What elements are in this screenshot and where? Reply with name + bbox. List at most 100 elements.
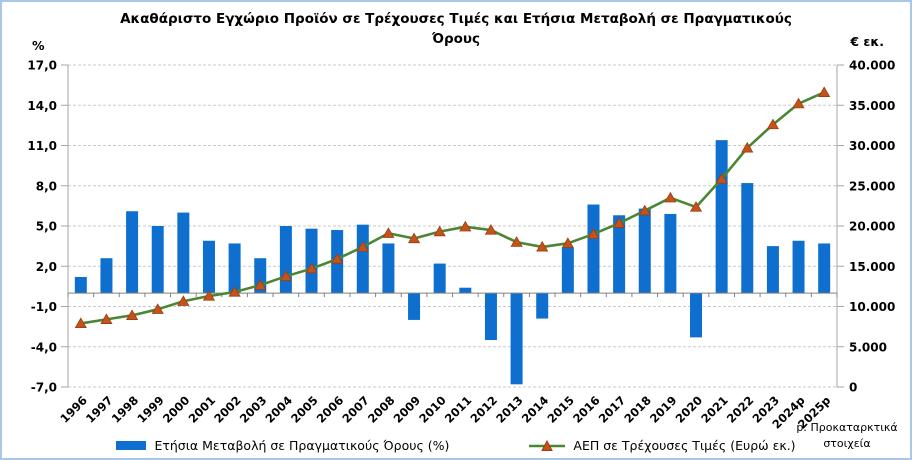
gdp-marker-2019 [664, 191, 677, 203]
left-axis-tick-label: 17,0 [27, 59, 57, 73]
gdp-marker-2018 [638, 204, 651, 216]
left-axis-tick-label: -4,0 [31, 340, 57, 354]
x-axis-label-2012: 2012 [468, 393, 501, 426]
gdp-marker-1996 [74, 317, 87, 329]
bar-2018 [638, 208, 651, 294]
bar-1996 [74, 276, 87, 294]
footnote-line1: p: Προκαταρκτικά [796, 421, 898, 435]
bar-2009 [408, 293, 421, 320]
x-axis-label-2006: 2006 [314, 393, 347, 426]
right-axis-tick-label: 40.000 [849, 59, 895, 73]
x-axis-label-2019: 2019 [647, 393, 680, 426]
gdp-marker-2005 [305, 262, 318, 274]
bar-2019 [664, 213, 677, 294]
gdp-marker-2013 [510, 236, 523, 247]
gdp-marker-2011 [459, 220, 472, 232]
bar-2000 [177, 212, 190, 294]
x-axis-label-2017: 2017 [596, 393, 629, 426]
footnote-preliminary: p: Προκαταρκτικά στοιχεία [788, 420, 906, 451]
gdp-marker-2010 [433, 225, 446, 237]
left-axis-tick-label: 8,0 [36, 179, 57, 193]
bar-2025p [818, 243, 831, 294]
gdp-marker-2012 [484, 224, 498, 235]
gdp-marker-1999 [151, 303, 164, 314]
gdp-marker-2022 [741, 141, 754, 153]
gdp-marker-2002 [228, 286, 241, 297]
left-axis-tick-label: 14,0 [27, 99, 57, 113]
bar-2005 [305, 228, 318, 294]
bar-2010 [433, 263, 446, 294]
left-axis-unit: % [32, 38, 45, 53]
gdp-marker-2021 [715, 172, 728, 184]
bar-2020 [690, 293, 703, 338]
legend-item-bars: Ετήσια Μεταβολή σε Πραγματικούς Όρους (%… [116, 438, 449, 453]
left-axis-tick-label: 5,0 [36, 220, 57, 234]
gdp-marker-2000 [177, 295, 190, 306]
gdp-marker-2004 [279, 270, 292, 281]
bar-1997 [100, 258, 113, 294]
gdp-marker-2025p [818, 86, 831, 97]
x-axis-label-2015: 2015 [544, 393, 577, 426]
footnote-line2: στοιχεία [823, 436, 871, 450]
x-axis-label-2000: 2000 [160, 393, 193, 426]
gdp-marker-1997 [100, 313, 113, 324]
line-series-swatch-icon [529, 439, 566, 451]
legend-item-line: ΑΕΠ σε Τρέχουσες Τιμές (Ευρώ εκ.) [529, 438, 796, 453]
x-axis-label-2001: 2001 [186, 393, 219, 426]
right-axis-tick-label: 35.000 [849, 99, 895, 113]
bar-2015 [561, 247, 574, 294]
bar-2002 [228, 243, 241, 294]
x-axis-label-2022: 2022 [724, 393, 757, 426]
bar-2021 [715, 140, 728, 294]
left-axis-tick-label: -7,0 [31, 381, 57, 395]
bar-2011 [459, 287, 472, 294]
x-axis-label-2010: 2010 [416, 393, 449, 426]
right-axis-tick-label: 10.000 [849, 300, 895, 314]
left-axis-tick-label: 11,0 [27, 139, 57, 153]
x-axis-label-1998: 1998 [109, 393, 142, 426]
gdp-marker-2008 [382, 227, 395, 238]
bar-2023 [766, 246, 779, 294]
x-axis-label-2011: 2011 [442, 393, 475, 426]
x-axis-label-2016: 2016 [570, 393, 603, 426]
bar-2004 [279, 226, 292, 294]
left-axis-tick-label: -1,0 [31, 300, 57, 314]
x-axis-label-2005: 2005 [288, 393, 321, 426]
legend: Ετήσια Μεταβολή σε Πραγματικούς Όρους (%… [2, 438, 910, 453]
right-axis-unit: € εκ. [850, 34, 884, 49]
gdp-marker-2006 [331, 253, 344, 264]
bar-1999 [151, 226, 164, 294]
right-axis-tick-label: 15.000 [849, 260, 895, 274]
bar-2024p [792, 240, 805, 294]
gdp-marker-2003 [254, 279, 267, 290]
left-axis-tick-label: 2,0 [36, 260, 57, 274]
x-axis-label-2009: 2009 [391, 393, 424, 426]
chart-title-line2: Όρους [431, 31, 481, 48]
legend-bar-label: Ετήσια Μεταβολή σε Πραγματικούς Όρους (%… [154, 438, 450, 453]
bar-2022 [741, 183, 754, 294]
bar-series-swatch-icon [116, 441, 147, 450]
bar-2013 [510, 293, 523, 385]
bar-2012 [484, 293, 497, 341]
x-axis-label-2021: 2021 [698, 393, 731, 426]
gdp-marker-2014 [536, 240, 549, 252]
gdp-marker-2001 [202, 290, 216, 301]
bar-2017 [613, 215, 626, 294]
gdp-line [80, 91, 825, 325]
chart-title-line1: Ακαθάριστο Εγχώριο Προϊόν σε Τρέχουσες Τ… [120, 11, 792, 27]
x-axis-label-2007: 2007 [339, 393, 372, 426]
gdp-marker-1998 [125, 309, 139, 320]
x-axis-label-2003: 2003 [237, 393, 270, 426]
gdp-marker-2007 [356, 240, 369, 252]
x-axis-label-2004: 2004 [262, 393, 295, 426]
bar-1998 [126, 211, 139, 294]
x-axis-label-2020: 2020 [673, 393, 706, 426]
right-axis-tick-label: 30.000 [849, 139, 895, 153]
right-axis-tick-label: 5.000 [849, 340, 887, 354]
right-axis-tick-label: 25.000 [849, 179, 895, 193]
x-axis-label-2013: 2013 [493, 393, 526, 426]
x-axis-label-2002: 2002 [211, 393, 244, 426]
x-axis-label-1996: 1996 [57, 393, 90, 426]
x-axis-label-1999: 1999 [134, 393, 167, 426]
